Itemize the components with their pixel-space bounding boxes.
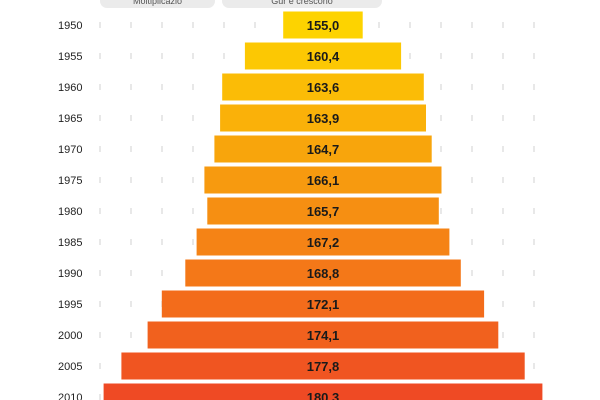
bar-1950 (283, 11, 363, 39)
bar-value-label: 180,3 (307, 390, 340, 400)
year-label: 2000 (58, 330, 82, 342)
bar-2010 (103, 383, 543, 400)
bar-1985 (196, 228, 450, 256)
bar-value-label: 163,9 (307, 111, 340, 126)
bar-value-label: 155,0 (307, 18, 340, 33)
bar-2000 (147, 321, 499, 349)
bar-value-label: 167,2 (307, 235, 340, 250)
year-label: 2005 (58, 361, 82, 373)
year-label: 1975 (58, 175, 82, 187)
year-label: 1965 (58, 113, 82, 125)
tab-left[interactable]: Moltiplicazio (100, 0, 215, 8)
bar-value-label: 168,8 (307, 266, 340, 281)
bar-1960 (222, 73, 424, 101)
bar-1965 (220, 104, 426, 132)
year-label: 1955 (58, 51, 82, 63)
bar-value-label: 174,1 (307, 328, 340, 343)
bar-2005 (121, 352, 525, 380)
bar-value-label: 177,8 (307, 359, 340, 374)
bar-value-label: 166,1 (307, 173, 340, 188)
bar-1975 (204, 166, 442, 194)
year-label: 1995 (58, 299, 82, 311)
bar-1980 (207, 197, 439, 225)
bar-value-label: 165,7 (307, 204, 340, 219)
year-label: 1970 (58, 144, 82, 156)
bar-value-label: 172,1 (307, 297, 340, 312)
bar-1970 (214, 135, 432, 163)
bar-1995 (161, 290, 485, 318)
bar-1990 (185, 259, 461, 287)
year-label: 2010 (58, 392, 82, 400)
year-label: 1950 (58, 20, 82, 32)
bar-value-label: 160,4 (307, 49, 340, 64)
year-label: 1980 (58, 206, 82, 218)
bar-1955 (244, 42, 402, 70)
year-label: 1990 (58, 268, 82, 280)
tab-right[interactable]: Gur e crescono (222, 0, 382, 8)
bar-value-label: 163,6 (307, 80, 340, 95)
year-label: 1960 (58, 82, 82, 94)
bar-value-label: 164,7 (307, 142, 340, 157)
year-label: 1985 (58, 237, 82, 249)
